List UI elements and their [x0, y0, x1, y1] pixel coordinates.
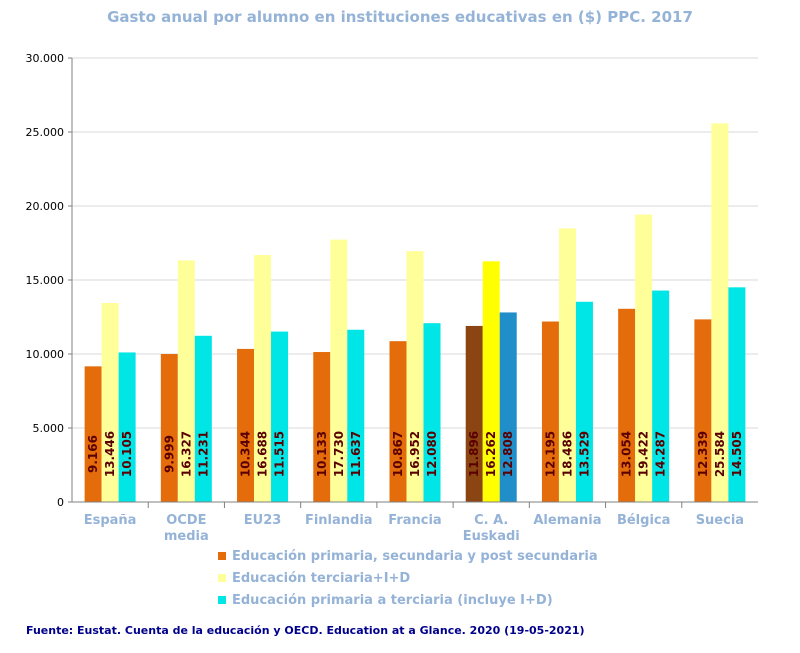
y-axis: 0 5.000 10.000 15.000 20.000 25.000 30.000: [26, 52, 73, 509]
data-label: 12.080: [425, 431, 439, 477]
x-tick-label: EU23: [244, 513, 282, 528]
bar: [558, 228, 576, 502]
data-label: 16.952: [408, 431, 422, 477]
bar: [347, 329, 365, 502]
data-label: 12.808: [501, 431, 515, 477]
data-label: 10.344: [239, 431, 253, 477]
data-label: 12.195: [543, 431, 557, 477]
bar: [160, 354, 178, 502]
data-label: 11.231: [196, 431, 210, 477]
data-label: 13.446: [103, 431, 117, 477]
data-label: 13.529: [577, 431, 591, 477]
y-tick-label: 0: [57, 496, 64, 509]
bar: [194, 335, 212, 502]
bar: [330, 239, 348, 502]
x-tick-label: OCDE: [166, 513, 206, 528]
data-label: 10.133: [315, 431, 329, 477]
bar: [237, 348, 255, 502]
legend: Educación primaria, secundaria y post se…: [218, 545, 598, 611]
x-tick-label: Alemania: [533, 513, 601, 528]
x-tick-label: Euskadi: [463, 529, 520, 544]
data-label: 14.505: [730, 431, 744, 477]
bar: [694, 319, 712, 502]
bar: [271, 331, 289, 502]
chart-title: Gasto anual por alumno en instituciones …: [107, 8, 693, 26]
bar: [711, 123, 729, 502]
data-label: 17.730: [332, 431, 346, 477]
x-tick-label: media: [164, 529, 209, 544]
data-label: 11.515: [273, 431, 287, 477]
legend-label: Educación primaria, secundaria y post se…: [232, 548, 598, 564]
bar: [635, 214, 653, 503]
bar: [652, 290, 670, 502]
bar: [118, 352, 136, 502]
x-tick-label: Finlandia: [305, 513, 373, 528]
x-tick-label: Suecia: [696, 513, 744, 528]
y-tick-label: 10.000: [26, 348, 65, 361]
legend-item-primaria-terciaria: Educación primaria a terciaria (incluye …: [218, 589, 598, 611]
bar: [465, 325, 483, 502]
data-label: 14.287: [654, 431, 668, 477]
legend-item-primaria-secundaria: Educación primaria, secundaria y post se…: [218, 545, 598, 567]
x-tick-label: Bélgica: [617, 513, 670, 528]
data-label: 11.896: [467, 431, 481, 477]
data-label: 10.867: [391, 431, 405, 477]
data-label: 9.999: [162, 435, 176, 473]
bar: [618, 308, 636, 502]
x-tick-label: Francia: [388, 513, 441, 528]
data-label: 18.486: [560, 431, 574, 477]
bar: [406, 251, 424, 502]
y-tick-label: 30.000: [26, 52, 65, 65]
bar: [101, 302, 119, 502]
data-label: 9.166: [86, 435, 100, 473]
bar: [423, 323, 441, 502]
y-tick-label: 25.000: [26, 126, 65, 139]
legend-swatch: [218, 596, 226, 604]
bar: [313, 352, 331, 502]
y-tick-label: 20.000: [26, 200, 65, 213]
data-label: 16.688: [256, 431, 270, 477]
data-label: 11.637: [349, 431, 363, 477]
legend-swatch: [218, 574, 226, 582]
bar: [728, 287, 746, 502]
data-label: 10.105: [120, 431, 134, 477]
data-label: 19.422: [637, 431, 651, 477]
legend-item-terciaria: Educación terciaria+I+D: [218, 567, 598, 589]
data-label: 12.339: [696, 431, 710, 477]
bar: [254, 255, 272, 502]
data-label: 13.054: [620, 431, 634, 477]
bar: [575, 301, 593, 502]
data-label: 16.327: [179, 431, 193, 477]
y-tick-label: 5.000: [33, 422, 65, 435]
bars: 9.166 13.446 10.105 9.999 16.327 11.231 10.344…: [84, 123, 746, 503]
legend-label: Educación terciaria+I+D: [232, 570, 411, 586]
legend-label: Educación primaria a terciaria (incluye …: [232, 592, 553, 608]
bar: [177, 260, 195, 502]
bar: [84, 366, 102, 502]
y-tick-label: 15.000: [26, 274, 65, 287]
source-note: Fuente: Eustat. Cuenta de la educación y…: [26, 624, 585, 637]
bar: [482, 261, 500, 502]
x-tick-label: España: [84, 513, 137, 528]
bar: [499, 312, 517, 502]
bar: [389, 341, 407, 502]
x-tick-label: C. A.: [474, 513, 508, 528]
legend-swatch: [218, 552, 226, 560]
bar: [541, 321, 559, 502]
data-label: 25.584: [713, 431, 727, 477]
data-label: 16.262: [484, 431, 498, 477]
